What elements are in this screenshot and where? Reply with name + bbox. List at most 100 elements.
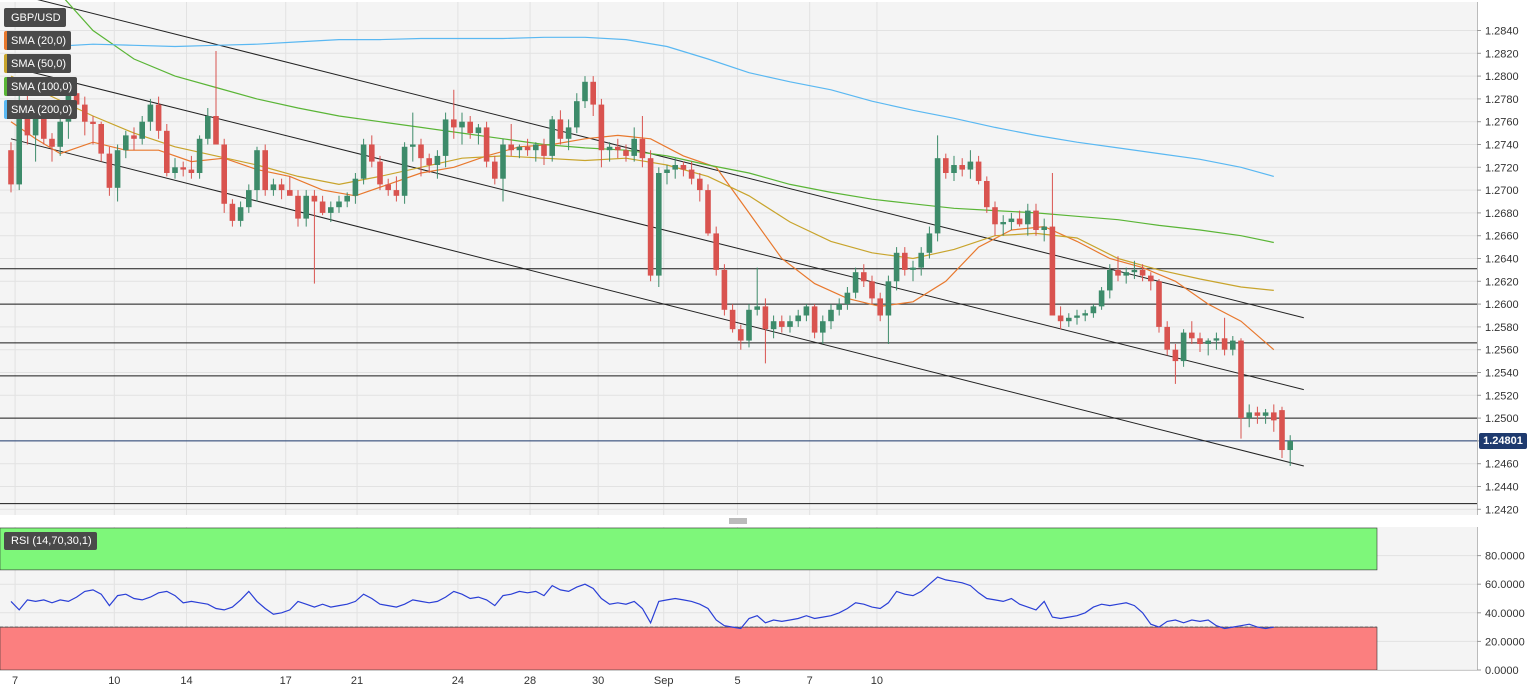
candle-body: [188, 169, 195, 173]
rsi-line: [10, 576, 1274, 630]
candle-body: [16, 101, 22, 185]
candle-body: [885, 281, 892, 316]
price-tick-label: 1.2520: [1485, 390, 1519, 402]
candle-body: [82, 104, 88, 122]
candle-body: [754, 306, 760, 310]
candle-body: [664, 169, 670, 173]
candle-body: [541, 144, 547, 156]
rsi-tick-label: 80.0000: [1485, 551, 1525, 563]
candle-body: [303, 195, 309, 219]
price-tick-label: 1.2440: [1485, 482, 1519, 494]
candle-body: [287, 190, 293, 196]
legend-sma-100[interactable]: SMA (100,0): [4, 77, 78, 96]
candle-body: [1033, 210, 1039, 230]
candle-body: [114, 150, 121, 188]
candle-body: [49, 138, 55, 147]
candle-body: [278, 184, 285, 191]
candle-body: [1049, 226, 1056, 316]
candle-body: [1213, 338, 1220, 341]
time-axis[interactable]: 7 10 14 17 21 24 28 30 Sep 5 7 10: [0, 670, 1477, 687]
sma-line: [11, 36, 1274, 177]
candle-body: [1066, 317, 1072, 322]
candle-body: [598, 104, 605, 151]
candle-body: [1279, 410, 1285, 451]
candle-body: [639, 138, 646, 159]
x-tick-label: 28: [524, 675, 536, 687]
legend-sma-20[interactable]: SMA (20,0): [4, 31, 72, 50]
candle-body: [738, 329, 744, 341]
candle-body: [311, 195, 318, 202]
sma-line: [64, 0, 1274, 244]
candle-body: [1172, 349, 1179, 362]
candle-body: [877, 298, 883, 316]
x-tick-label: 10: [108, 675, 120, 687]
price-axis[interactable]: 1.2840 1.2820 1.2800 1.2780 1.2760 1.2740 1.27…: [1477, 2, 1519, 516]
candle-body: [1041, 226, 1047, 230]
candle-body: [951, 165, 957, 173]
candle-body: [123, 135, 129, 151]
candle-body: [1262, 412, 1269, 416]
rsi-axis[interactable]: 80.0000 60.0000 40.0000 20.0000 0.0000: [1477, 527, 1525, 677]
candle-body: [1221, 338, 1228, 350]
legend-sma-200[interactable]: SMA (200,0): [4, 100, 78, 119]
candle-body: [1139, 269, 1146, 276]
candle-body: [41, 116, 47, 139]
price-tick-label: 1.2720: [1485, 162, 1519, 174]
candle-body: [147, 104, 154, 122]
candle-body: [262, 150, 268, 191]
pane-divider-handle[interactable]: [729, 518, 747, 524]
candle-body: [1090, 306, 1097, 314]
candle-body: [483, 127, 490, 162]
x-tick-label: 5: [734, 675, 740, 687]
candle-body: [1074, 315, 1080, 318]
candle-body: [500, 144, 506, 179]
candle-body: [1107, 269, 1113, 291]
candle-body: [902, 252, 908, 270]
candle-body: [1254, 412, 1261, 416]
candle-body: [1156, 281, 1162, 327]
candle-body: [795, 315, 801, 322]
candle-body: [524, 146, 531, 151]
candle-body: [508, 144, 514, 151]
candle-body: [196, 138, 203, 173]
candle-body: [1205, 340, 1211, 344]
candle-body: [1008, 218, 1015, 223]
candle-body: [844, 292, 851, 305]
candle-body: [319, 201, 326, 213]
candle-body: [155, 104, 162, 131]
candle-body: [959, 165, 965, 170]
candle-body: [1123, 272, 1129, 276]
price-tick-label: 1.2820: [1485, 48, 1519, 60]
rsi-oversold-zone: [0, 626, 1378, 671]
rsi-zones: [0, 527, 1378, 671]
price-tick-label: 1.2560: [1485, 345, 1519, 357]
candle-body: [1271, 412, 1277, 421]
candle-body: [967, 161, 974, 170]
candle-body: [229, 203, 236, 221]
candle-body: [90, 121, 96, 124]
candle-body: [8, 150, 14, 185]
candle-body: [1082, 313, 1088, 316]
candle-body: [1098, 290, 1105, 307]
candle-body: [631, 138, 637, 156]
legend-rsi[interactable]: RSI (14,70,30,1): [4, 532, 97, 550]
legend-sma-50[interactable]: SMA (50,0): [4, 54, 72, 73]
candle-body: [385, 184, 391, 191]
candle-body: [1000, 222, 1006, 225]
legend-symbol[interactable]: GBP/USD: [4, 8, 66, 27]
candle-body: [582, 81, 588, 102]
rsi-overbought-zone: [0, 527, 1378, 571]
candle-body: [360, 144, 367, 179]
price-tick-label: 1.2700: [1485, 185, 1519, 197]
candle-body: [492, 161, 498, 179]
candle-body: [352, 178, 359, 196]
candle-body: [705, 190, 711, 234]
candle-body: [647, 158, 654, 276]
candle-body: [697, 178, 703, 191]
candlesticks: [8, 51, 1293, 466]
price-tick-label: 1.2580: [1485, 322, 1519, 334]
price-tick-label: 1.2600: [1485, 299, 1519, 311]
candle-body: [1287, 440, 1293, 451]
candle-body: [574, 101, 580, 128]
